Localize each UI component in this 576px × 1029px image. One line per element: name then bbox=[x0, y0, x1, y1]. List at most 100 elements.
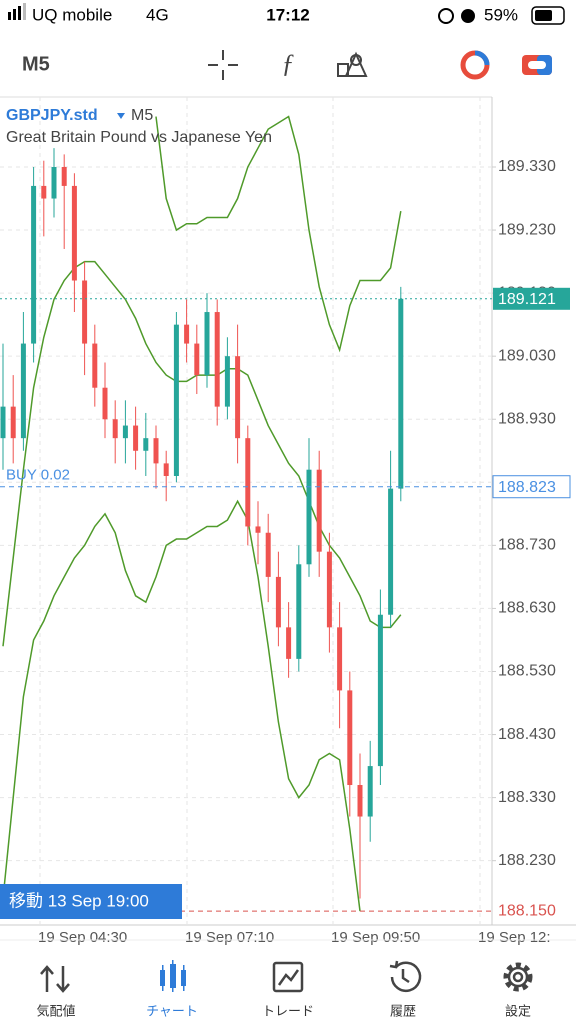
candle-body bbox=[173, 324, 179, 477]
candle-body bbox=[235, 356, 241, 439]
candle-body bbox=[31, 185, 37, 344]
nav-label[interactable]: 設定 bbox=[505, 1003, 531, 1018]
network: 4G bbox=[146, 5, 169, 24]
status-bar: UQ mobile 4G 17:12 59% bbox=[8, 3, 565, 25]
quotes-icon[interactable] bbox=[40, 965, 70, 993]
candle-body bbox=[10, 406, 16, 439]
y-tick-label: 188.430 bbox=[498, 726, 556, 743]
alarm-icon bbox=[461, 9, 475, 23]
candle-body bbox=[133, 425, 139, 451]
battery-level: 59% bbox=[484, 5, 518, 24]
candle-body bbox=[51, 166, 57, 199]
y-tick-label: 188.930 bbox=[498, 410, 556, 427]
nav-label[interactable]: 気配値 bbox=[36, 1003, 75, 1018]
indicator-icon[interactable]: ƒ bbox=[282, 49, 295, 78]
candle-body bbox=[316, 469, 322, 552]
signal bbox=[8, 12, 11, 20]
band-line bbox=[2, 260, 402, 647]
buy-price-label: 188.823 bbox=[498, 479, 556, 496]
crosshair-icon[interactable] bbox=[208, 50, 238, 80]
candle-body bbox=[367, 766, 373, 817]
signal bbox=[13, 9, 16, 20]
bottom-nav: 気配値 チャート トレード 履歴 設定 bbox=[0, 939, 576, 1018]
candle-body bbox=[255, 526, 261, 533]
nav-label[interactable]: トレード bbox=[262, 1003, 314, 1018]
history-icon[interactable] bbox=[389, 960, 422, 993]
buy-label: BUY 0.02 bbox=[6, 467, 70, 484]
candle-body bbox=[61, 166, 67, 186]
candle-body bbox=[377, 614, 383, 767]
carrier: UQ mobile bbox=[32, 5, 112, 24]
candle-body bbox=[204, 312, 210, 376]
x-tick-label: 19 Sep 04:30 bbox=[38, 929, 127, 946]
candle-body bbox=[296, 564, 302, 659]
signal bbox=[18, 6, 21, 20]
y-tick-label: 189.330 bbox=[498, 158, 556, 175]
y-tick-label: 188.230 bbox=[498, 852, 556, 869]
candle-body bbox=[102, 387, 108, 420]
battery-fill bbox=[535, 10, 552, 21]
candle-body bbox=[275, 576, 281, 628]
goto-label: 移動 13 Sep 19:00 bbox=[9, 891, 149, 910]
current-price-badge bbox=[493, 287, 570, 310]
buy-price-badge bbox=[492, 475, 571, 499]
candle-body bbox=[20, 343, 26, 439]
battery-icon bbox=[531, 6, 565, 25]
candle-body bbox=[194, 343, 200, 376]
candle-body bbox=[184, 324, 190, 344]
nav-label-active[interactable]: チャート bbox=[146, 1003, 198, 1018]
chart: 189.330189.230189.130189.030188.930188.8… bbox=[0, 96, 576, 946]
symbol: GBPJPY.std bbox=[6, 107, 98, 124]
y-tick-label: 189.030 bbox=[498, 347, 556, 364]
candle-body bbox=[347, 690, 353, 786]
candle-body bbox=[326, 551, 332, 628]
band-line bbox=[2, 499, 361, 912]
candle-body bbox=[398, 298, 404, 489]
toolbar: M5 ƒ bbox=[22, 49, 552, 80]
candle-body bbox=[163, 463, 169, 477]
y-tick-label: 188.730 bbox=[498, 537, 556, 554]
candle-body bbox=[153, 438, 159, 464]
candle-body bbox=[214, 312, 220, 407]
chart-timeframe: M5 bbox=[131, 107, 153, 124]
trade-tab-icon[interactable] bbox=[272, 961, 304, 993]
x-tick-label: 19 Sep 09:50 bbox=[331, 929, 420, 946]
candle-body bbox=[92, 343, 98, 388]
low-price-label: 188.150 bbox=[498, 902, 556, 919]
candle-body bbox=[41, 185, 47, 199]
x-tick-label: 19 Sep 07:10 bbox=[185, 929, 274, 946]
candle-body bbox=[265, 532, 271, 577]
candle-body bbox=[143, 438, 149, 451]
chart-overlay: 189.121 BUY 0.02 188.823 188.150 GBPJPY.std M… bbox=[0, 107, 571, 919]
timeframe-button[interactable]: M5 bbox=[22, 53, 50, 75]
lock-icon bbox=[438, 8, 454, 24]
goto-button[interactable] bbox=[0, 884, 182, 919]
symbol-description: Great Britain Pound vs Japanese Yen bbox=[6, 129, 272, 146]
y-tick-label: 188.530 bbox=[498, 663, 556, 680]
clock: 17:12 bbox=[266, 5, 309, 24]
objects-icon[interactable] bbox=[337, 51, 368, 77]
band-line bbox=[155, 115, 402, 353]
candle-body bbox=[0, 406, 6, 439]
current-price-label: 189.121 bbox=[498, 291, 556, 308]
trade-icon-part bbox=[528, 61, 546, 69]
candle-body bbox=[112, 419, 118, 439]
y-tick-label: 189.230 bbox=[498, 221, 556, 238]
candle-body bbox=[82, 280, 88, 344]
candle-body bbox=[122, 425, 128, 439]
candle-body bbox=[306, 469, 312, 565]
candle-body bbox=[388, 488, 394, 615]
y-tick-label: 188.630 bbox=[498, 600, 556, 617]
chart-icon[interactable] bbox=[160, 960, 186, 992]
nav-label[interactable]: 履歴 bbox=[390, 1003, 416, 1018]
candle-body bbox=[71, 185, 77, 281]
candle-body bbox=[337, 627, 343, 691]
y-tick-label: 188.330 bbox=[498, 789, 556, 806]
x-tick-label: 19 Sep 12: bbox=[478, 929, 551, 946]
oneclick-icon-part bbox=[474, 50, 490, 66]
settings-icon[interactable] bbox=[503, 962, 533, 992]
candle-body bbox=[224, 356, 230, 407]
signal bbox=[23, 3, 26, 20]
